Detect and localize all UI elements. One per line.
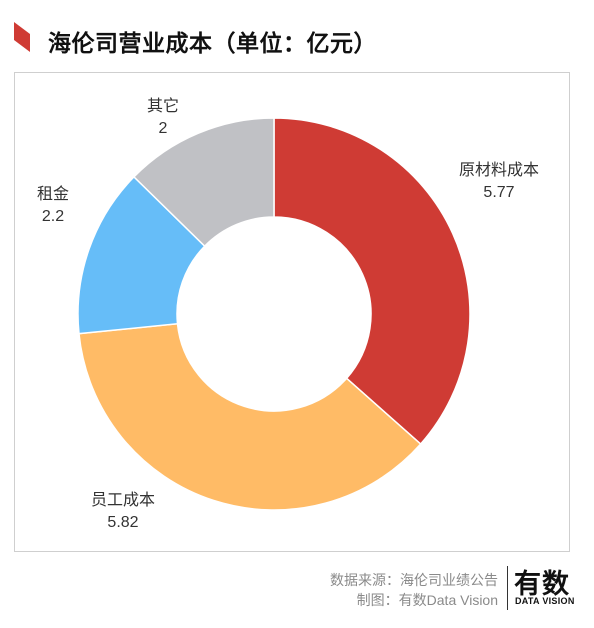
logo-main-text: 有数 [514,569,570,599]
label-other: 其它 [147,97,179,115]
source-text: 数据来源：海伦司业绩公告 [330,572,498,588]
title-accent-icon [14,22,30,52]
value-other: 2 [159,120,168,137]
label-rent: 租金 [37,185,69,203]
value-rent: 2.2 [42,208,64,225]
label-raw-material: 原材料成本 [459,161,539,179]
maker-text: 制图：有数Data Vision [356,592,498,608]
slice-other [132,117,275,248]
donut-chart: 原材料成本 5.77 员工成本 5.82 租金 2.2 其它 2 [37,97,539,531]
chart-frame: 原材料成本 5.77 员工成本 5.82 租金 2.2 其它 2 [14,72,570,552]
footer-credits: 数据来源：海伦司业绩公告 制图：有数Data Vision [330,570,498,610]
brand-logo: 有数 DATA VISION [514,562,582,612]
value-staff: 5.82 [107,514,138,531]
chart-title: 海伦司营业成本（单位：亿元） [48,30,377,56]
title-bar: 海伦司营业成本（单位：亿元） [14,18,584,58]
slice-raw-material [273,117,471,446]
logo-sub-text: DATA VISION [515,596,575,606]
label-staff: 员工成本 [91,491,155,509]
slice-staff [78,322,422,511]
logo-divider [507,566,508,610]
value-raw-material: 5.77 [483,184,514,201]
